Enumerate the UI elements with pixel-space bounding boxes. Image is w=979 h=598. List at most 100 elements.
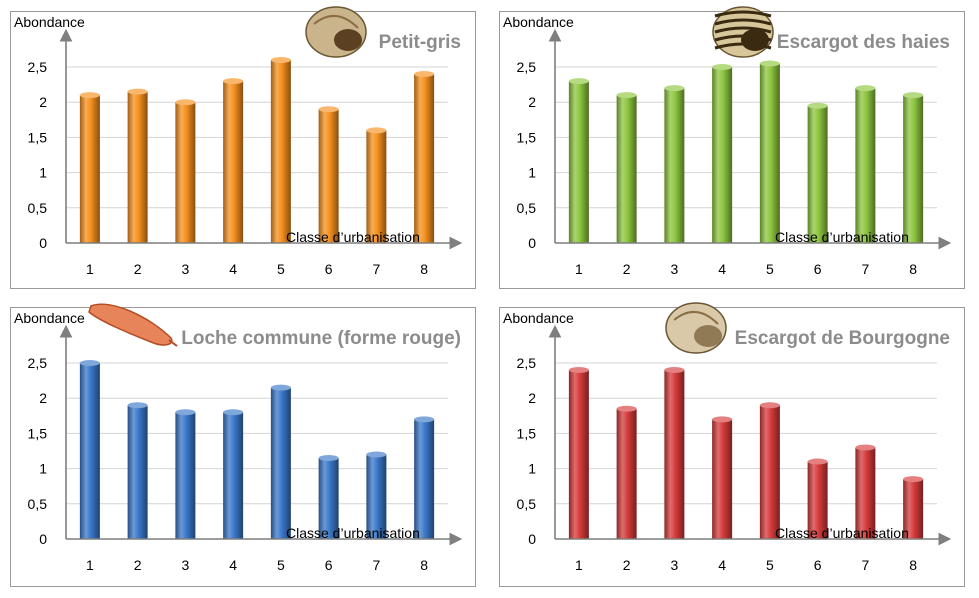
x-tick-label: 1: [86, 557, 94, 573]
y-tick-label: 0: [39, 235, 47, 251]
x-tick-label: 8: [909, 557, 917, 573]
y-tick-label: 2: [39, 94, 47, 110]
y-tick-label: 2: [528, 390, 536, 406]
bar: [318, 106, 339, 244]
x-tick-label: 7: [372, 557, 380, 573]
x-axis-label: Classe d’urbanisation: [775, 229, 909, 245]
x-tick-label: 1: [575, 557, 583, 573]
x-tick-label: 6: [814, 261, 822, 277]
bar: [568, 78, 589, 243]
bar: [664, 85, 685, 244]
bar: [270, 384, 291, 539]
bar: [807, 458, 828, 539]
x-tick-label: 6: [325, 557, 333, 573]
x-tick-label: 7: [372, 261, 380, 277]
x-tick-label: 5: [277, 557, 285, 573]
x-tick-label: 5: [277, 261, 285, 277]
bar: [366, 127, 387, 243]
bar: [759, 60, 780, 244]
y-axis-label: Abondance: [503, 14, 574, 30]
y-tick-label: 0,5: [28, 496, 48, 512]
bar-chart-svg: 0 0,5 1 1,5 2 2,5 1 2 3 4 5 6 7 8 Abondance Classe d’ur…: [14, 303, 463, 573]
bar: [79, 360, 100, 539]
bar: [855, 444, 876, 539]
bar: [855, 85, 876, 244]
x-tick-label: 7: [861, 261, 869, 277]
x-tick-label: 3: [670, 557, 678, 573]
y-tick-label: 1: [528, 165, 536, 181]
y-tick-label: 1: [39, 461, 47, 477]
y-tick-label: 0,5: [28, 200, 48, 216]
x-tick-label: 6: [325, 261, 333, 277]
bar: [223, 78, 244, 243]
bar: [903, 476, 924, 539]
bar: [270, 56, 291, 244]
x-tick-label: 4: [229, 261, 237, 277]
y-tick-label: 0,5: [517, 200, 537, 216]
x-tick-label: 6: [814, 557, 822, 573]
x-tick-label: 3: [181, 261, 189, 277]
y-tick-label: 2: [39, 390, 47, 406]
bar: [616, 92, 637, 243]
bar-chart-svg: 0 0,5 1 1,5 2 2,5 1 2 3 4 5 6 7 8 Abondance Classe d’ur…: [503, 6, 952, 277]
x-tick-label: 2: [623, 261, 631, 277]
y-tick-label: 2: [528, 94, 536, 110]
bar: [127, 402, 148, 539]
x-axis-label: Classe d’urbanisation: [286, 525, 420, 541]
y-tick-label: 1,5: [28, 129, 48, 145]
bar: [616, 405, 637, 539]
bar: [414, 416, 435, 539]
y-axis-label: Abondance: [14, 310, 85, 326]
bar: [79, 92, 100, 243]
y-tick-label: 2,5: [517, 59, 537, 75]
y-tick-label: 1,5: [517, 129, 537, 145]
bar: [318, 455, 339, 539]
y-tick-label: 1: [39, 165, 47, 181]
x-tick-label: 3: [181, 557, 189, 573]
chart-panel-petit-gris: 0 0,5 1 1,5 2 2,5 1 2 3 4 5 6 7 8 Abondance Classe d’ur…: [10, 6, 476, 289]
bar: [175, 99, 196, 243]
x-axis-label: Classe d’urbanisation: [775, 525, 909, 541]
chart-title: Petit-gris: [379, 32, 461, 53]
x-tick-label: 2: [134, 557, 142, 573]
x-tick-label: 5: [766, 557, 774, 573]
y-tick-label: 1,5: [517, 425, 537, 441]
x-tick-label: 2: [623, 557, 631, 573]
bar: [223, 409, 244, 539]
x-tick-label: 1: [86, 261, 94, 277]
y-tick-label: 0: [528, 235, 536, 251]
x-tick-label: 8: [420, 261, 428, 277]
bar: [175, 409, 196, 539]
x-tick-label: 4: [229, 557, 237, 573]
roman-snail-icon: [665, 302, 727, 354]
y-tick-label: 2,5: [517, 355, 537, 371]
y-tick-label: 1: [528, 461, 536, 477]
bar: [712, 64, 733, 243]
bar: [903, 92, 924, 243]
bar: [127, 88, 148, 243]
x-tick-label: 2: [134, 261, 142, 277]
x-tick-label: 8: [420, 557, 428, 573]
y-tick-label: 0: [528, 531, 536, 547]
bar: [568, 367, 589, 539]
snail-shell-icon: [305, 6, 367, 58]
x-tick-label: 1: [575, 261, 583, 277]
x-tick-label: 8: [909, 261, 917, 277]
y-tick-label: 2,5: [28, 59, 48, 75]
x-tick-label: 5: [766, 261, 774, 277]
chart-panel-loche-commune: 0 0,5 1 1,5 2 2,5 1 2 3 4 5 6 7 8 Abondance Classe d’ur…: [10, 303, 476, 587]
bar: [664, 367, 685, 539]
chart-panel-escargot-de-bourgogne: 0 0,5 1 1,5 2 2,5 1 2 3 4 5 6 7 8 Abondance Classe d’ur…: [499, 302, 965, 587]
slug-icon: [88, 303, 178, 347]
x-tick-label: 3: [670, 261, 678, 277]
bar-chart-svg: 0 0,5 1 1,5 2 2,5 1 2 3 4 5 6 7 8 Abondance Classe d’ur…: [14, 6, 463, 277]
chart-title: Escargot des haies: [777, 32, 950, 53]
bar-chart-svg: 0 0,5 1 1,5 2 2,5 1 2 3 4 5 6 7 8 Abondance Classe d’ur…: [503, 302, 952, 573]
banded-snail-icon: [712, 6, 774, 58]
x-axis-label: Classe d’urbanisation: [286, 229, 420, 245]
bar: [712, 416, 733, 539]
y-tick-label: 1,5: [28, 425, 48, 441]
x-tick-label: 4: [718, 557, 726, 573]
bar: [759, 402, 780, 539]
y-axis-label: Abondance: [14, 14, 85, 30]
